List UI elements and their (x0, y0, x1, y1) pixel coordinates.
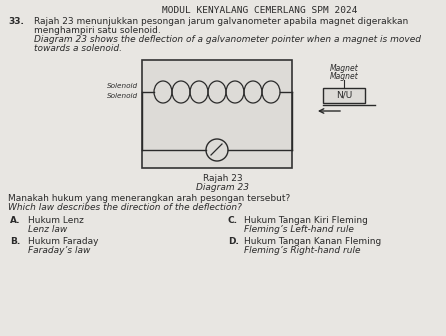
Text: MODUL KENYALANG CEMERLANG SPM 2024: MODUL KENYALANG CEMERLANG SPM 2024 (162, 6, 358, 15)
Text: Faraday’s law: Faraday’s law (28, 246, 91, 255)
Bar (323, 88, 365, 103)
Text: D.: D. (228, 237, 239, 246)
Text: Hukum Tangan Kanan Fleming: Hukum Tangan Kanan Fleming (244, 237, 381, 246)
Text: Diagram 23 shows the deflection of a galvanometer pointer when a magnet is moved: Diagram 23 shows the deflection of a gal… (34, 35, 421, 44)
Text: Diagram 23: Diagram 23 (197, 183, 249, 192)
Text: Manakah hukum yang menerangkan arah pesongan tersebut?: Manakah hukum yang menerangkan arah peso… (8, 194, 290, 203)
Text: Hukum Faraday: Hukum Faraday (28, 237, 99, 246)
Text: Magnet: Magnet (330, 64, 359, 73)
Text: Rajah 23 menunjukkan pesongan jarum galvanometer apabila magnet digerakkan: Rajah 23 menunjukkan pesongan jarum galv… (34, 17, 408, 26)
Text: Rajah 23: Rajah 23 (203, 174, 243, 183)
Text: towards a solenoid.: towards a solenoid. (34, 44, 122, 53)
Text: Fleming’s Left-hand rule: Fleming’s Left-hand rule (244, 225, 354, 234)
Text: Hukum Tangan Kiri Fleming: Hukum Tangan Kiri Fleming (244, 216, 368, 225)
Text: N/U: N/U (336, 91, 352, 100)
Text: A.: A. (10, 216, 21, 225)
Text: C.: C. (228, 216, 238, 225)
Text: Lenz law: Lenz law (28, 225, 67, 234)
Text: Solenoid: Solenoid (107, 83, 138, 89)
Text: Which law describes the direction of the deflection?: Which law describes the direction of the… (8, 203, 242, 212)
Text: 33.: 33. (8, 17, 24, 26)
Text: menghampiri satu solenoid.: menghampiri satu solenoid. (34, 26, 161, 35)
Text: B.: B. (10, 237, 20, 246)
Bar (142, 60, 292, 168)
Text: Solenoid: Solenoid (107, 93, 138, 99)
Text: Fleming’s Right-hand rule: Fleming’s Right-hand rule (244, 246, 360, 255)
Text: Magnet: Magnet (330, 72, 359, 81)
Text: Hukum Lenz: Hukum Lenz (28, 216, 84, 225)
